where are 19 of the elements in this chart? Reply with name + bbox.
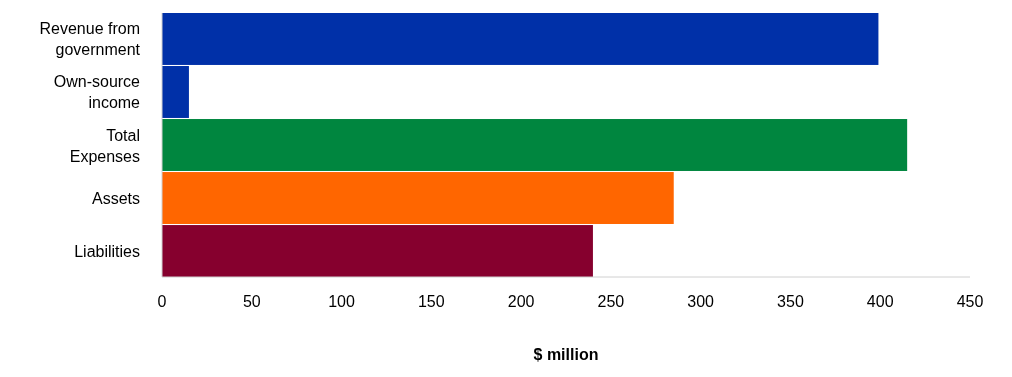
y-tick-label: Total Expenses	[69, 126, 140, 165]
x-tick-label: 350	[777, 293, 804, 310]
y-tick-label: Own-source income	[53, 73, 141, 112]
y-tick-label: Revenue from government	[39, 20, 141, 59]
x-tick-label: 100	[328, 293, 355, 310]
x-tick-label: 450	[956, 293, 984, 310]
x-tick-label: 200	[507, 293, 535, 310]
x-tick-label: 250	[597, 293, 625, 310]
x-tick-label: 150	[417, 293, 445, 310]
x-tick-label: 400	[866, 293, 894, 310]
y-tick-label: Assets	[91, 190, 140, 208]
bar	[162, 172, 674, 224]
y-tick-label: Liabilities	[74, 243, 140, 261]
x-tick-label: 300	[687, 293, 715, 310]
bar	[162, 119, 908, 171]
x-tick-label: 50	[242, 293, 261, 310]
x-axis-title: $ million	[533, 346, 599, 363]
x-tick-label: 0	[157, 293, 167, 310]
bar	[162, 225, 593, 277]
